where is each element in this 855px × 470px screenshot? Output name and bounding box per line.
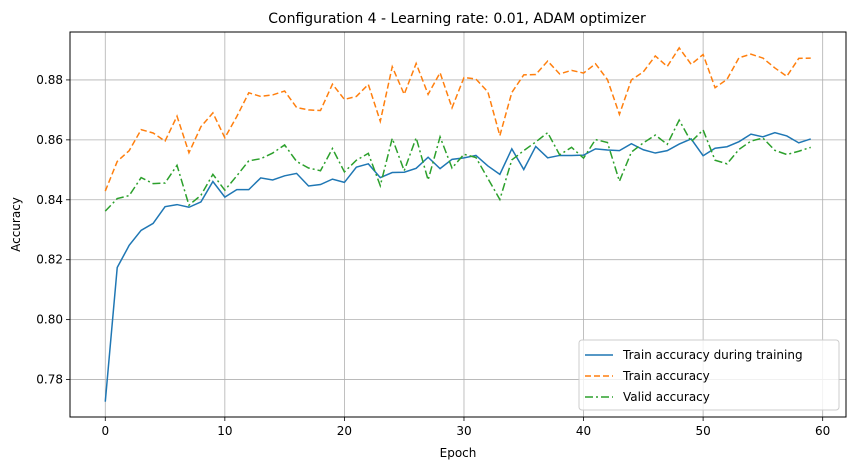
x-tick-label: 60 (815, 424, 830, 438)
y-axis-ticks: 0.78 0.80 0.82 0.84 0.86 0.88 (36, 73, 70, 387)
x-tick-label: 20 (337, 424, 352, 438)
x-axis-ticks: 0 10 20 30 40 50 60 (101, 417, 830, 438)
y-tick-label: 0.78 (36, 373, 63, 387)
y-tick-label: 0.88 (36, 73, 63, 87)
legend-label-valid: Valid accuracy (623, 390, 710, 404)
train-accuracy-line (104, 46, 811, 192)
legend-label-train: Train accuracy (622, 369, 710, 383)
y-tick-label: 0.80 (36, 313, 63, 327)
legend-label-train-during: Train accuracy during training (622, 348, 803, 362)
y-tick-label: 0.86 (36, 133, 63, 147)
y-tick-label: 0.82 (36, 253, 63, 267)
x-axis-label: Epoch (440, 446, 477, 460)
grid-lines (70, 32, 846, 417)
x-tick-label: 30 (456, 424, 471, 438)
train-during-training-line (104, 131, 811, 402)
x-tick-label: 0 (101, 424, 109, 438)
legend: Train accuracy during training Train acc… (578, 339, 840, 411)
y-axis-label: Accuracy (9, 197, 23, 252)
legend-box (578, 339, 840, 411)
y-tick-label: 0.84 (36, 193, 63, 207)
valid-accuracy-line (104, 118, 811, 212)
chart-title: Configuration 4 - Learning rate: 0.01, A… (268, 11, 646, 27)
x-tick-label: 40 (576, 424, 591, 438)
series-layer (104, 46, 811, 402)
plot-frame (69, 31, 847, 418)
x-tick-label: 10 (217, 424, 232, 438)
x-tick-label: 50 (695, 424, 710, 438)
